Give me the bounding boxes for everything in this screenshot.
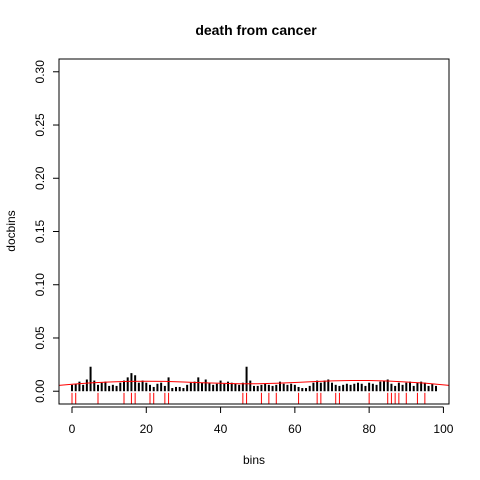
x-tick-label: 100: [433, 422, 453, 436]
y-tick-label: 0.00: [33, 379, 47, 403]
density-curve: [58, 380, 450, 386]
y-tick-label: 0.15: [33, 219, 47, 243]
y-tick-label: 0.25: [33, 113, 47, 137]
x-tick-label: 20: [140, 422, 154, 436]
plot-area: [58, 366, 450, 404]
y-tick-label: 0.05: [33, 326, 47, 350]
x-tick-label: 80: [362, 422, 376, 436]
x-tick-label: 60: [288, 422, 302, 436]
x-tick-label: 0: [69, 422, 76, 436]
y-axis: 0.00 0.05 0.10 0.15 0.20 0.25 0.30: [33, 60, 60, 403]
y-axis-label: docbins: [4, 210, 18, 251]
y-tick-label: 0.20: [33, 166, 47, 190]
y-tick-label: 0.10: [33, 273, 47, 297]
x-axis-label: bins: [243, 453, 265, 467]
chart-title: death from cancer: [195, 22, 317, 38]
y-tick-label: 0.30: [33, 60, 47, 84]
x-tick-label: 40: [214, 422, 228, 436]
x-axis: 0 20 40 60 80 100: [69, 406, 454, 436]
plot-frame: [58, 58, 450, 405]
